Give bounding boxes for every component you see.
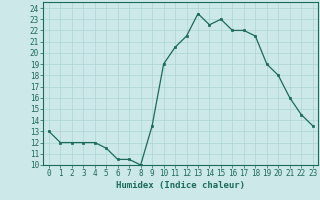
X-axis label: Humidex (Indice chaleur): Humidex (Indice chaleur) [116, 181, 245, 190]
